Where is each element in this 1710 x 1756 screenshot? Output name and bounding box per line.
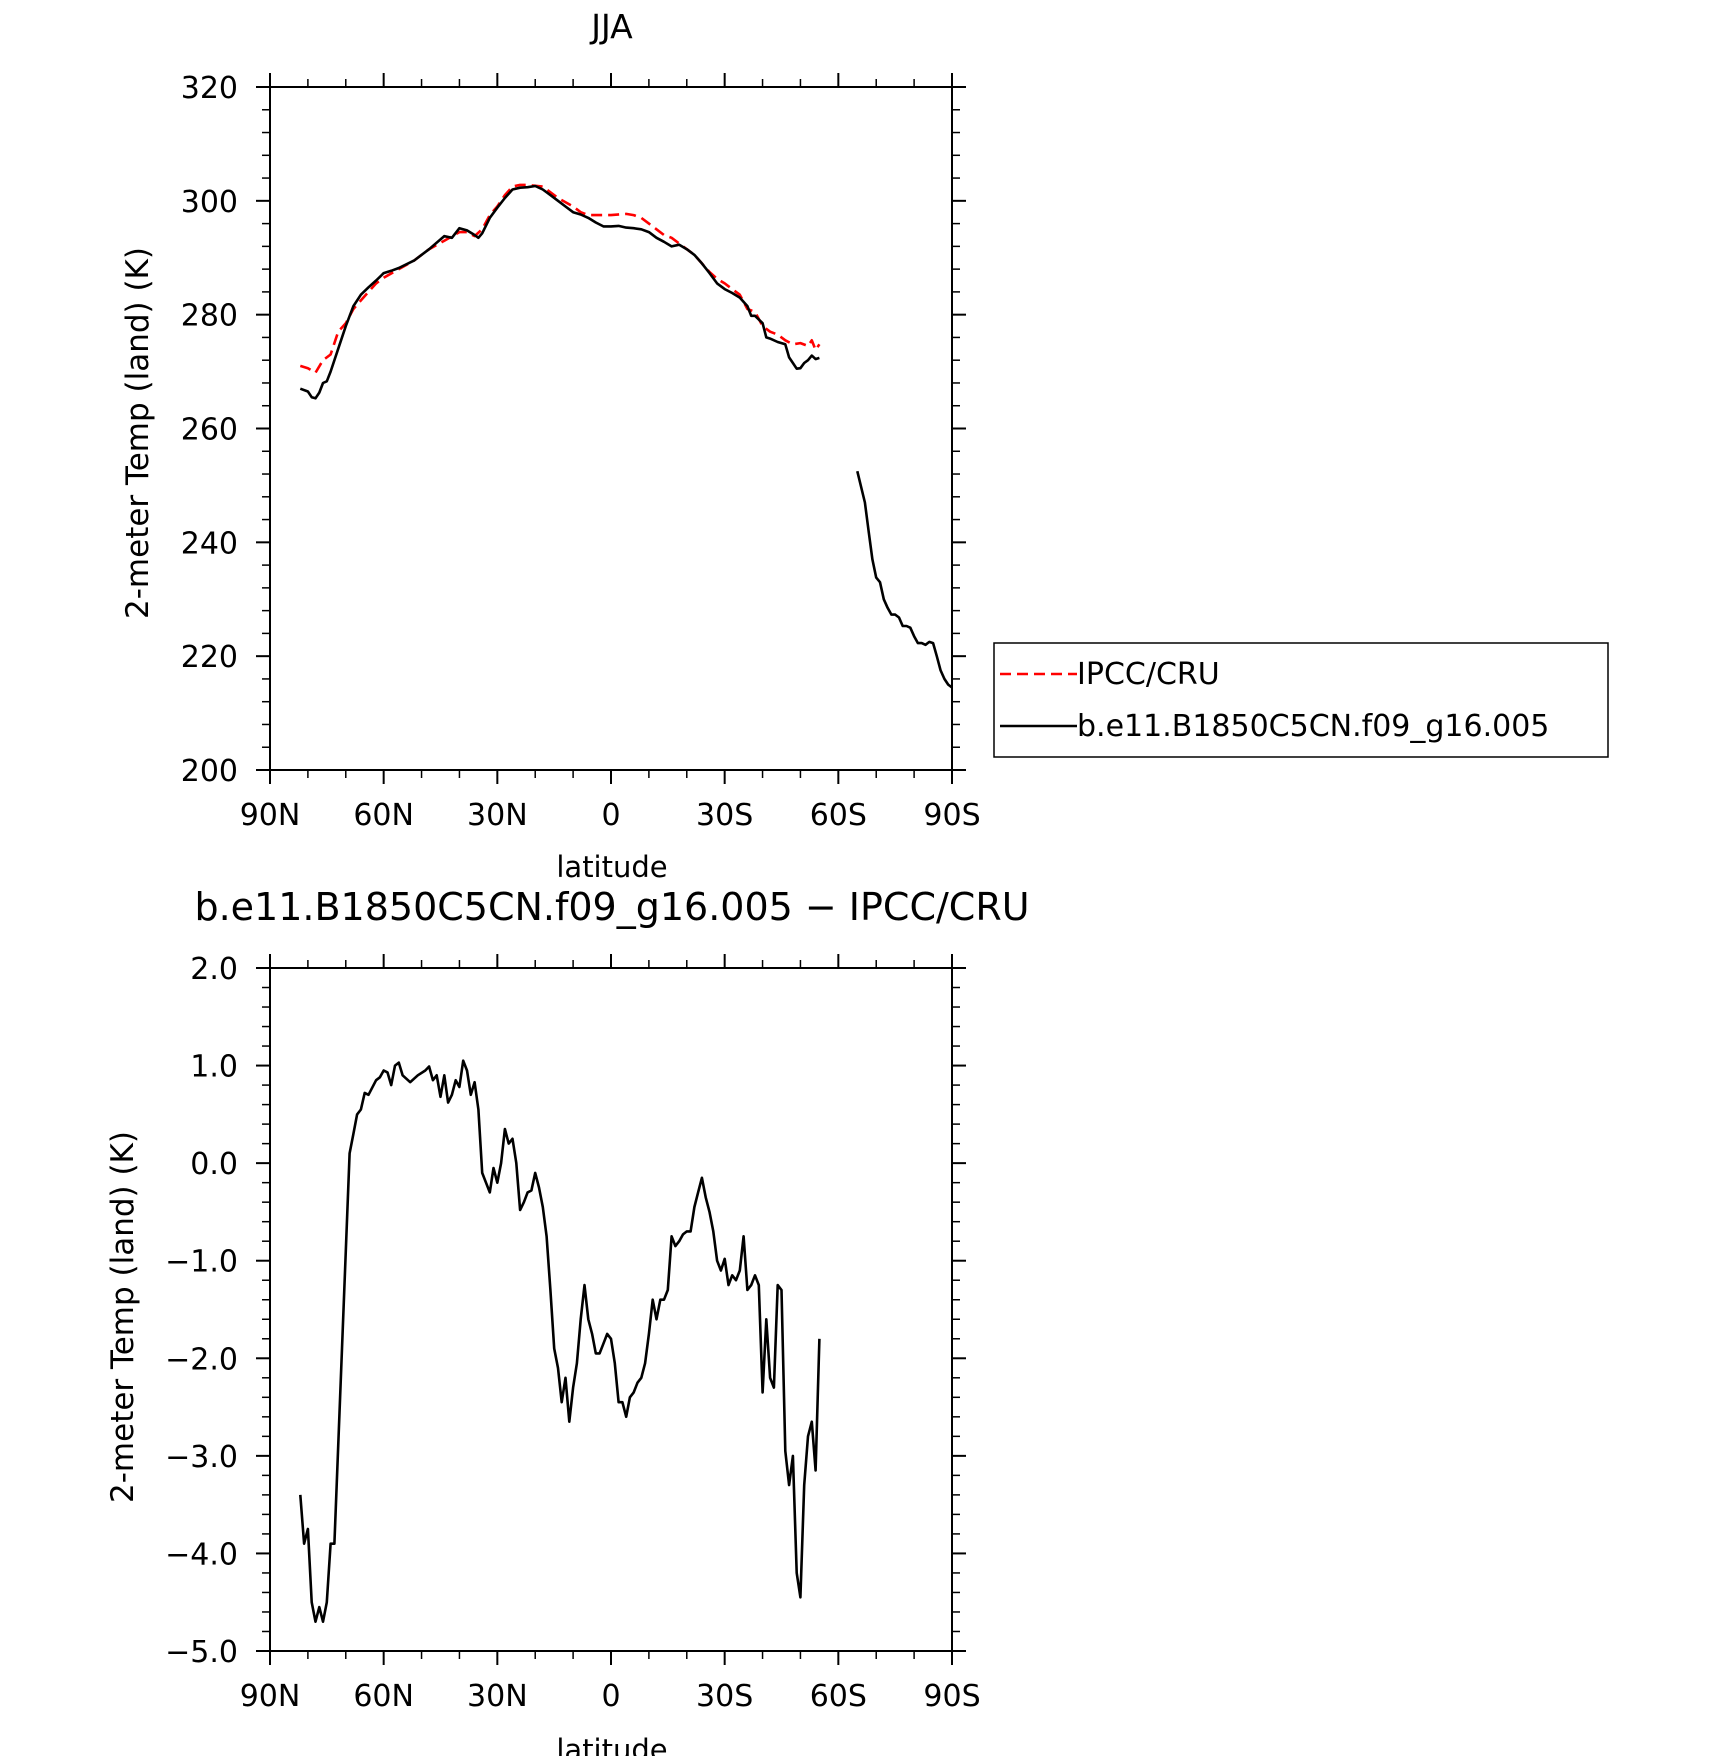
top-y-tick-label: 260 [181, 413, 238, 448]
bottom-chart-xlabel: latitude [556, 1733, 667, 1756]
top-x-tick-label: 90N [240, 798, 301, 833]
bottom-y-tick-label: −3.0 [165, 1440, 238, 1475]
top-chart-axes: 90N 60N 30N 0 30S 60S 90S 200 220 240 260 280 300 320 [181, 71, 981, 833]
top-y-tick-label: 240 [181, 526, 238, 561]
top-x-tick-label: 60S [810, 798, 867, 833]
bottom-x-tick-label: 90S [923, 1679, 980, 1714]
top-chart-xlabel: latitude [556, 850, 667, 884]
top-y-tick-label: 320 [181, 71, 238, 106]
top-chart-panel: JJA 2-meter Temp (land) (K) latitude 90N… [120, 7, 1609, 884]
bottom-y-tick-label: 1.0 [190, 1050, 238, 1085]
top-series-1-line-segment-0 [299, 184, 820, 400]
bottom-x-tick-label: 30S [696, 1679, 753, 1714]
bottom-y-tick-label: −5.0 [165, 1635, 238, 1670]
top-chart-title: JJA [589, 7, 633, 46]
bottom-x-tick-label: 60S [810, 1679, 867, 1714]
top-series-0-line-segment-0 [299, 183, 821, 375]
top-y-tick-label: 280 [181, 299, 238, 334]
legend: IPCC/CRU b.e11.B1850C5CN.f09_g16.005 [993, 642, 1609, 758]
bottom-x-tick-label: 0 [601, 1679, 620, 1714]
legend-label-model: b.e11.B1850C5CN.f09_g16.005 [1077, 709, 1549, 744]
top-x-tick-label: 30N [467, 798, 528, 833]
bottom-y-tick-label: −4.0 [165, 1537, 238, 1572]
bottom-chart-title: b.e11.B1850C5CN.f09_g16.005 − IPCC/CRU [194, 885, 1029, 929]
top-chart-ylabel: 2-meter Temp (land) (K) [120, 247, 156, 619]
top-chart-series [299, 183, 953, 689]
bottom-y-tick-label: −2.0 [165, 1342, 238, 1377]
bottom-x-tick-label: 30N [467, 1679, 528, 1714]
top-series-1-line-segment-1 [856, 470, 953, 689]
bottom-chart-series [299, 1059, 821, 1623]
bottom-y-tick-label: 0.0 [190, 1147, 238, 1182]
bottom-chart-axes: 90N 60N 30N 0 30S 60S 90S −5.0 −4.0 −3.0 −2.0 −1.0 0… [165, 952, 980, 1714]
bottom-chart-panel: b.e11.B1850C5CN.f09_g16.005 − IPCC/CRU 2… [105, 885, 1030, 1756]
top-x-tick-label: 30S [696, 798, 753, 833]
top-y-tick-label: 300 [181, 185, 238, 220]
top-y-tick-label: 220 [181, 640, 238, 675]
top-x-tick-label: 90S [923, 798, 980, 833]
top-x-tick-label: 0 [601, 798, 620, 833]
bottom-x-tick-label: 60N [353, 1679, 414, 1714]
bottom-y-tick-label: −1.0 [165, 1245, 238, 1280]
bottom-x-tick-label: 90N [240, 1679, 301, 1714]
bottom-plot-frame [269, 967, 953, 1652]
bottom-chart-ylabel: 2-meter Temp (land) (K) [105, 1131, 141, 1503]
top-x-tick-label: 60N [353, 798, 414, 833]
legend-box [993, 642, 1609, 758]
top-plot-frame [269, 86, 953, 771]
top-y-tick-label: 200 [181, 754, 238, 789]
bottom-series-0-line-segment-0 [299, 1059, 821, 1623]
bottom-y-tick-label: 2.0 [190, 952, 238, 987]
legend-label-ipcc-cru: IPCC/CRU [1077, 657, 1220, 692]
